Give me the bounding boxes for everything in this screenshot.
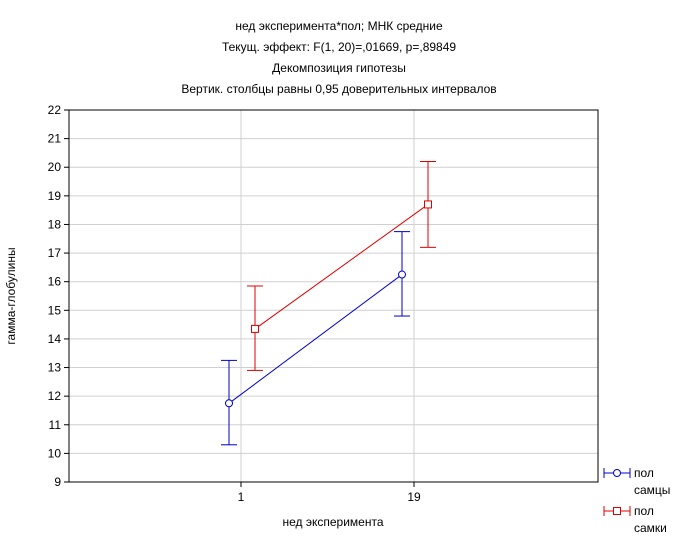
title-line-4: Вертик. столбцы равны 0,95 доверительных…	[181, 82, 496, 96]
title-line-1: нед эксперимента*пол; МНК средние	[235, 19, 443, 33]
legend-marker	[613, 469, 621, 477]
y-tick-label: 13	[48, 361, 62, 375]
title-line-3: Декомпозиция гипотезы	[272, 61, 406, 75]
data-point	[251, 324, 259, 333]
y-axis-title: гамма-глобулины	[4, 247, 18, 344]
legend-marker	[613, 507, 621, 515]
y-tick-label: 17	[48, 246, 62, 260]
y-tick-label: 15	[48, 303, 62, 317]
y-tick-label: 22	[48, 103, 62, 117]
series-line-2	[254, 204, 429, 330]
legend: пол самцы пол самки	[603, 466, 670, 535]
x-axis-title: нед эксперимента	[282, 515, 383, 529]
legend-label-line1: пол	[634, 504, 654, 518]
data-point	[398, 270, 406, 279]
data-point	[225, 399, 233, 408]
y-tick-label: 9	[54, 475, 61, 489]
y-tick-label: 20	[48, 160, 62, 174]
y-tick-label: 21	[48, 132, 62, 146]
x-tick-label: 1	[238, 490, 245, 504]
legend-label-line1: пол	[634, 466, 654, 480]
chart-title: нед эксперимента*пол; МНК средние Текущ.…	[181, 19, 496, 96]
y-tick-label: 11	[49, 418, 62, 432]
y-tick-label: 18	[48, 217, 62, 231]
y-tick-label: 16	[48, 275, 62, 289]
x-axis: 1 19	[238, 482, 421, 504]
x-tick-label: 19	[407, 490, 421, 504]
legend-label-line2: самцы	[634, 483, 670, 497]
y-axis: 9 10 11 12 13 14 15 16 17 18 19 20 21 22	[48, 103, 69, 489]
title-line-2: Текущ. эффект: F(1, 20)=,01669, p=,89849	[222, 40, 456, 54]
data-point	[424, 200, 432, 209]
y-tick-label: 10	[48, 446, 62, 460]
y-tick-label: 14	[48, 332, 62, 346]
grid	[69, 110, 598, 482]
plot-frame	[68, 109, 599, 483]
series-group	[221, 161, 436, 446]
legend-label-line2: самки	[634, 521, 667, 535]
y-tick-label: 12	[48, 389, 62, 403]
series-line-1	[228, 274, 403, 404]
y-tick-label: 19	[48, 189, 62, 203]
